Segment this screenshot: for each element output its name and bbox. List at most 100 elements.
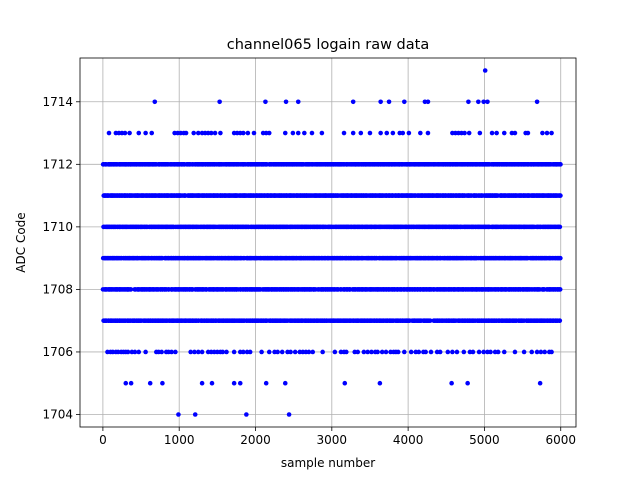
data-point xyxy=(542,349,548,355)
data-point xyxy=(143,349,148,355)
data-point xyxy=(477,130,483,136)
data-point xyxy=(395,349,401,355)
data-point xyxy=(240,349,246,355)
data-point xyxy=(247,349,253,355)
chart-title: channel065 logain raw data xyxy=(227,37,429,53)
data-point xyxy=(136,130,142,136)
data-point xyxy=(529,349,535,355)
data-point xyxy=(512,130,518,136)
data-point xyxy=(199,349,205,355)
data-point xyxy=(208,130,214,136)
data-point xyxy=(558,162,563,167)
data-point xyxy=(402,99,407,105)
data-point xyxy=(462,130,467,136)
data-point xyxy=(244,412,249,417)
data-point xyxy=(416,349,422,355)
data-point xyxy=(437,349,443,355)
data-point xyxy=(488,349,493,355)
data-point xyxy=(282,380,288,386)
data-point xyxy=(466,99,471,105)
data-point xyxy=(534,99,540,105)
data-point xyxy=(485,99,490,105)
data-point xyxy=(537,380,543,386)
data-point xyxy=(125,349,131,355)
data-point xyxy=(481,99,486,105)
plot-frame xyxy=(79,57,577,428)
data-point xyxy=(192,349,197,355)
data-point xyxy=(152,99,158,105)
data-point xyxy=(449,380,454,386)
data-point xyxy=(310,349,316,355)
data-point xyxy=(377,380,383,386)
y-axis-label: ADC Code xyxy=(14,212,28,272)
data-point xyxy=(558,193,563,198)
data-point xyxy=(406,130,412,136)
data-point xyxy=(358,130,364,136)
data-point xyxy=(466,130,472,136)
data-point xyxy=(549,349,554,355)
data-point xyxy=(425,130,431,136)
data-point xyxy=(428,349,434,355)
y-tick-label: 1708 xyxy=(42,282,73,296)
data-point xyxy=(106,130,112,136)
data-point xyxy=(470,349,476,355)
data-point xyxy=(501,130,507,136)
x-axis-label: sample number xyxy=(281,456,375,470)
data-point xyxy=(378,99,383,105)
data-point xyxy=(282,130,288,136)
data-point xyxy=(402,349,407,355)
data-point xyxy=(122,130,128,136)
data-point xyxy=(128,380,134,386)
data-point xyxy=(183,130,189,136)
data-point xyxy=(557,224,563,230)
data-point xyxy=(355,349,361,355)
data-point xyxy=(160,380,165,386)
data-point xyxy=(195,130,201,136)
data-point xyxy=(279,349,285,355)
data-point xyxy=(344,349,349,355)
data-point xyxy=(558,255,563,261)
data-point xyxy=(512,349,518,355)
data-point xyxy=(147,380,153,386)
points-layer xyxy=(100,68,563,417)
data-point xyxy=(494,130,499,136)
data-point xyxy=(231,380,237,386)
data-point xyxy=(369,349,374,355)
y-tick-label: 1710 xyxy=(42,220,73,234)
y-tick-label: 1714 xyxy=(42,95,73,109)
x-tick-label: 5000 xyxy=(469,433,500,447)
data-point xyxy=(263,380,269,386)
data-point xyxy=(489,130,495,136)
data-point xyxy=(465,380,470,386)
data-point xyxy=(309,130,315,136)
data-point xyxy=(481,349,486,355)
data-point xyxy=(286,412,292,417)
data-point xyxy=(191,130,196,136)
data-point xyxy=(476,99,481,105)
data-point xyxy=(525,130,531,136)
data-point xyxy=(557,318,563,323)
data-point xyxy=(379,349,385,355)
data-point xyxy=(212,130,218,136)
data-point xyxy=(127,130,132,136)
data-point xyxy=(128,287,134,292)
data-point xyxy=(383,349,389,355)
data-point xyxy=(365,349,370,355)
data-point xyxy=(350,130,356,136)
data-point xyxy=(482,68,488,73)
data-point xyxy=(217,99,222,105)
data-point xyxy=(427,318,433,323)
data-point xyxy=(132,349,138,355)
data-point xyxy=(275,349,280,355)
data-point xyxy=(319,130,325,136)
data-point xyxy=(231,349,237,355)
data-point xyxy=(521,349,527,355)
data-point xyxy=(361,349,367,355)
x-tick-label: 0 xyxy=(99,433,107,447)
data-point xyxy=(169,349,174,355)
data-point xyxy=(251,130,257,136)
data-point xyxy=(149,130,155,136)
data-point xyxy=(378,130,383,136)
